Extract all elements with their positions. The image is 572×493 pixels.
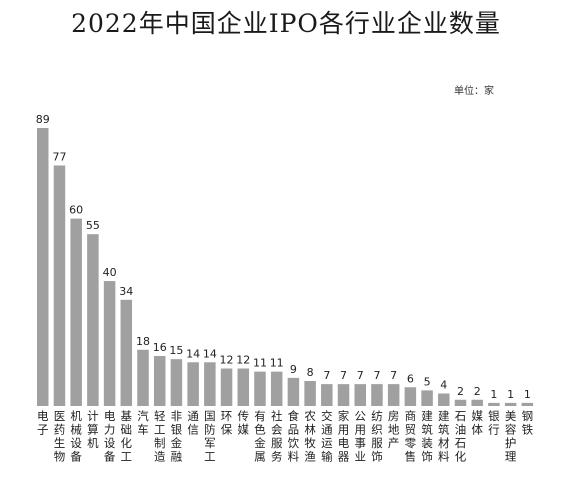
bar-2 — [53, 165, 66, 406]
bar-23 — [404, 387, 417, 406]
bar-13 — [237, 368, 250, 406]
category-label-28: 银行 — [488, 409, 500, 437]
category-label-20: 公用事业 — [354, 409, 366, 464]
value-label-4: 55 — [86, 219, 100, 232]
value-label-2: 77 — [52, 150, 66, 163]
category-label-4: 计算机 — [87, 409, 99, 450]
value-label-6: 34 — [119, 285, 133, 298]
category-label-24: 建筑装饰 — [421, 409, 433, 464]
chart-title: 2022年中国企业IPO各行业企业数量 — [71, 9, 501, 38]
value-label-21: 7 — [373, 369, 380, 382]
category-label-13: 传媒 — [238, 409, 250, 437]
category-label-26: 石油石化 — [455, 409, 467, 464]
bar-21 — [371, 384, 383, 406]
bar-5 — [103, 281, 116, 406]
bar-18 — [321, 384, 333, 406]
category-label-5: 电力设备 — [104, 409, 116, 464]
bar-14 — [254, 371, 266, 406]
category-label-15: 社会服务 — [271, 409, 283, 464]
category-label-21: 纺织服饰 — [371, 409, 383, 464]
category-label-19: 家用电器 — [338, 409, 350, 464]
category-label-12: 环保 — [221, 409, 233, 437]
bar-28 — [488, 402, 500, 406]
value-label-28: 1 — [490, 388, 497, 401]
value-label-15: 11 — [270, 357, 284, 370]
value-label-14: 11 — [253, 357, 267, 370]
value-label-24: 5 — [424, 375, 431, 388]
value-label-20: 7 — [357, 369, 364, 382]
category-label-14: 有色金属 — [254, 409, 266, 464]
category-label-23: 商贸零售 — [405, 409, 417, 464]
value-label-13: 12 — [236, 354, 250, 367]
bar-4 — [87, 234, 99, 406]
value-label-25: 4 — [440, 379, 447, 392]
bar-6 — [120, 299, 133, 406]
bar-22 — [387, 384, 400, 406]
value-label-19: 7 — [340, 369, 347, 382]
bar-3 — [70, 218, 82, 406]
bar-27 — [471, 399, 483, 406]
bar-24 — [421, 390, 433, 406]
bar-11 — [204, 362, 216, 406]
value-label-11: 14 — [203, 347, 217, 360]
value-label-7: 18 — [136, 335, 150, 348]
bar-25 — [438, 393, 450, 406]
category-labels-group: 电子医药生物机械设备计算机电力设备基础化工汽车轻工制造非银金融通信国防军工环保传… — [37, 409, 534, 464]
value-label-12: 12 — [220, 354, 234, 367]
value-label-26: 2 — [457, 385, 464, 398]
bar-1 — [37, 128, 49, 406]
bar-30 — [521, 402, 534, 406]
value-label-17: 8 — [307, 366, 314, 379]
value-label-16: 9 — [290, 363, 297, 376]
bar-10 — [187, 362, 199, 406]
category-label-25: 建筑材料 — [438, 409, 450, 464]
value-label-8: 16 — [153, 341, 167, 354]
category-label-27: 媒体 — [471, 409, 483, 437]
category-label-18: 交通运输 — [321, 409, 333, 464]
category-label-7: 汽车 — [137, 409, 149, 437]
category-label-29: 美容护理 — [505, 409, 517, 464]
bar-26 — [454, 399, 467, 406]
unit-label: 单位：家 — [454, 86, 494, 97]
category-label-3: 机械设备 — [70, 409, 82, 464]
bar-15 — [270, 371, 283, 406]
bar-29 — [504, 402, 517, 406]
value-label-5: 40 — [103, 266, 117, 279]
category-label-6: 基础化工 — [121, 409, 133, 464]
category-label-2: 医药生物 — [54, 409, 66, 464]
category-label-10: 通信 — [187, 409, 199, 437]
bar-12 — [220, 368, 233, 406]
bars-group — [37, 128, 534, 406]
bar-17 — [304, 381, 316, 406]
category-label-1: 电子 — [37, 409, 49, 437]
value-label-29: 1 — [507, 388, 514, 401]
category-label-17: 农林牧渔 — [304, 409, 316, 464]
bar-19 — [337, 384, 350, 406]
category-label-30: 钢铁 — [522, 409, 534, 437]
value-label-23: 6 — [407, 372, 414, 385]
value-label-18: 7 — [323, 369, 330, 382]
category-label-9: 非银金融 — [171, 409, 183, 464]
value-label-9: 15 — [169, 344, 183, 357]
category-label-8: 轻工制造 — [154, 409, 166, 464]
value-label-22: 7 — [390, 369, 397, 382]
value-label-3: 60 — [69, 204, 83, 217]
category-label-16: 食品饮料 — [288, 409, 300, 464]
value-label-10: 14 — [186, 347, 200, 360]
value-label-27: 2 — [474, 385, 481, 398]
bar-9 — [170, 359, 183, 406]
bar-7 — [137, 349, 149, 406]
category-label-11: 国防军工 — [204, 409, 216, 464]
bar-8 — [153, 356, 166, 406]
category-label-22: 房地产 — [388, 409, 400, 450]
value-label-30: 1 — [524, 388, 531, 401]
bar-20 — [354, 384, 366, 406]
bar-16 — [287, 377, 300, 406]
value-label-1: 89 — [36, 113, 50, 126]
